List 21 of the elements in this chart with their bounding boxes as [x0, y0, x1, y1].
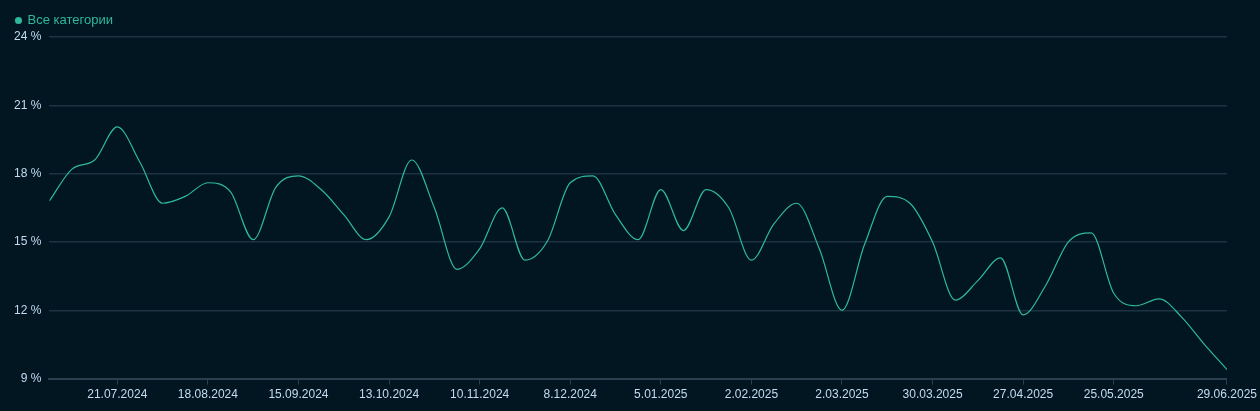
y-tick-label: 21 %: [13, 97, 42, 112]
y-tick-label: 12 %: [13, 302, 42, 317]
x-tick-label: 2.03.2025: [815, 387, 869, 402]
y-tick-label: 15 %: [13, 234, 42, 249]
x-tick-label: 2.02.2025: [724, 387, 779, 402]
x-tick-label: 27.04.2025: [993, 387, 1054, 402]
x-tick-label: 21.07.2024: [87, 387, 148, 402]
y-tick-label: 24 %: [13, 29, 42, 44]
x-tick-label: 18.08.2024: [177, 387, 239, 402]
y-tick-label: 18 %: [13, 165, 42, 180]
x-tick-label: 30.03.2025: [902, 387, 963, 402]
x-tick-label: 29.06.2025: [1196, 387, 1258, 402]
x-tick-label: 15.09.2024: [268, 387, 329, 402]
legend-label: Все категории: [27, 12, 113, 28]
x-tick-label: 10.11.2024: [450, 387, 510, 402]
line-series: [49, 126, 1227, 371]
x-tick-label: 8.12.2024: [543, 387, 598, 402]
x-tick-label: 25.05.2025: [1083, 387, 1145, 402]
x-tick-label: 5.01.2025: [634, 387, 688, 402]
y-tick-label: 9 %: [20, 370, 42, 385]
x-tick-label: 13.10.2024: [359, 387, 420, 402]
